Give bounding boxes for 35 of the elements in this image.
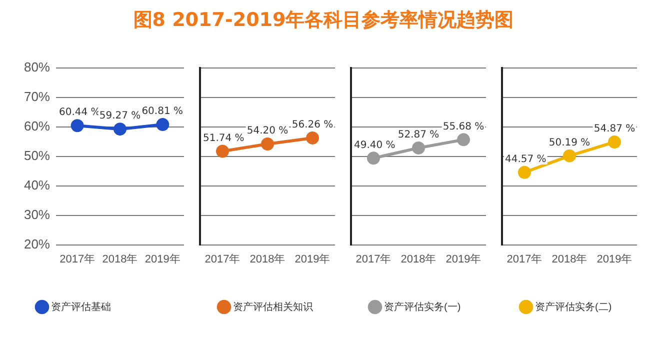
x-tick-label: 2018年 bbox=[552, 253, 588, 266]
x-tick-label: 2017年 bbox=[506, 253, 542, 266]
x-tick-label: 2018年 bbox=[102, 253, 138, 266]
y-tick-label: 60% bbox=[24, 118, 50, 134]
y-tick-label: 50% bbox=[24, 148, 50, 163]
data-label: 49.40 % bbox=[354, 140, 396, 151]
x-tick-label: 2018年 bbox=[400, 253, 436, 266]
data-label: 56.26 % bbox=[292, 120, 334, 131]
y-tick-label: 80% bbox=[24, 60, 50, 75]
data-label: 44.57 % bbox=[505, 154, 546, 165]
data-label: 59.27 % bbox=[99, 110, 141, 122]
data-label: 55.68 % bbox=[442, 121, 484, 132]
data-label: 50.19 % bbox=[548, 137, 590, 148]
legend-label: 资产评估实务(一) bbox=[384, 300, 461, 313]
x-tick-label: 2019年 bbox=[596, 253, 632, 266]
x-tick-label: 2018年 bbox=[250, 253, 286, 266]
y-tick-label: 70% bbox=[24, 89, 50, 104]
data-label: 52.87 % bbox=[398, 130, 440, 141]
legend-label: 资产评估相关知识 bbox=[233, 300, 313, 313]
text: 图8 2017-2019年各科目参考率情况趋势图 bbox=[132, 8, 515, 33]
y-tick-label: 40% bbox=[24, 177, 50, 192]
legend-label: 资产评估实务(二) bbox=[535, 300, 612, 313]
data-label: 51.74 % bbox=[203, 132, 244, 144]
data-label: 54.87 % bbox=[594, 124, 636, 135]
x-tick-label: 2017年 bbox=[356, 253, 392, 266]
x-tick-label: 2019年 bbox=[294, 253, 330, 266]
legend-label: 资产评估基础 bbox=[51, 300, 111, 313]
x-tick-label: 2019年 bbox=[144, 253, 180, 266]
y-tick-label: 20% bbox=[24, 236, 50, 252]
y-tick-label: 30% bbox=[24, 206, 50, 222]
x-tick-label: 2019年 bbox=[446, 253, 482, 266]
x-tick-label: 2017年 bbox=[60, 253, 96, 266]
data-label: 54.20 % bbox=[246, 126, 288, 137]
x-tick-label: 2017年 bbox=[204, 253, 240, 266]
data-label: 60.81 % bbox=[142, 106, 183, 118]
